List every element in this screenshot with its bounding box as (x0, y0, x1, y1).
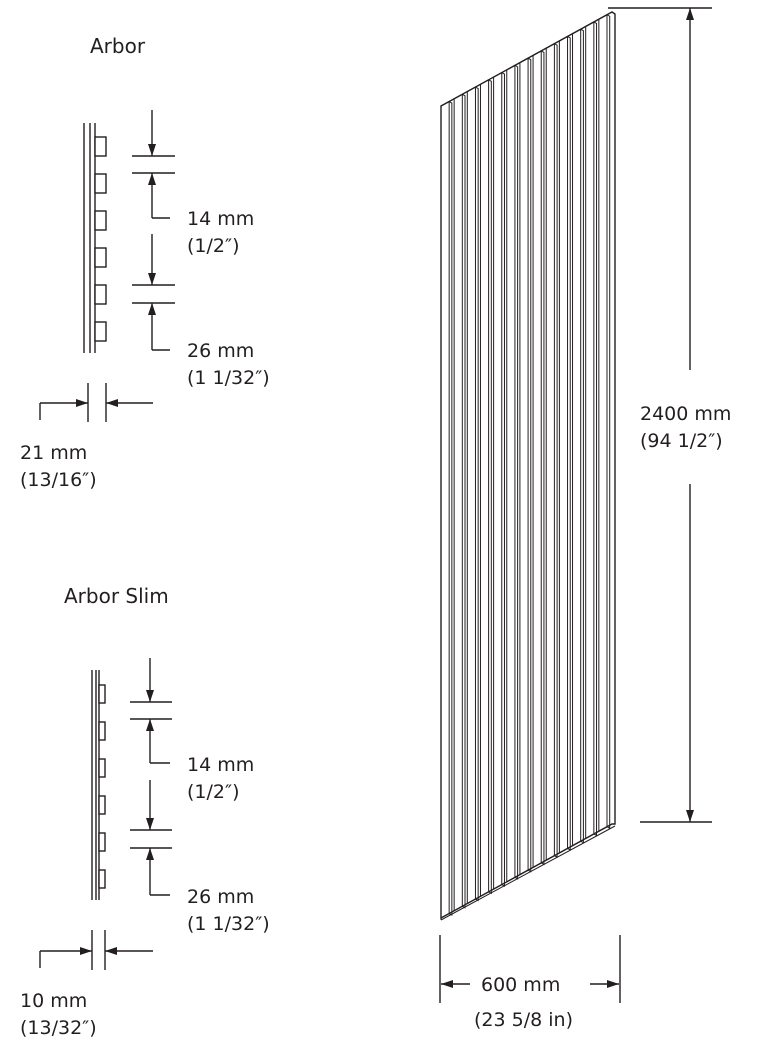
panel-height-mm: 2400 mm (640, 403, 731, 425)
panel-slat (558, 35, 571, 854)
panel-slat (493, 72, 505, 890)
arbor-slim-profile (91, 670, 106, 900)
arbor-slim-gap-mm: 14 mm (187, 754, 254, 776)
panel-slats (440, 11, 616, 921)
panel-slat (506, 64, 519, 883)
arbor-thickness-mm: 21 mm (20, 442, 87, 464)
arbor-gap-mm: 14 mm (187, 208, 254, 230)
panel-slat (585, 21, 598, 840)
arbor-slim-gap-dimension: 14 mm (1/2″) (130, 658, 254, 803)
panel-slat (598, 14, 611, 833)
arbor-slim-section: Arbor Slim 14 mm (1/2″) (20, 584, 270, 1039)
arbor-thickness-in: (13/16″) (20, 469, 97, 491)
panel-height-in: (94 1/2″) (640, 430, 723, 452)
arbor-gap-in: (1/2″) (187, 235, 240, 257)
arbor-rib-mm: 26 mm (187, 340, 254, 362)
panel-slat (479, 79, 492, 898)
panel-slat (572, 28, 584, 847)
arbor-gap-dimension: 14 mm (1/2″) (132, 110, 254, 257)
arbor-slim-gap-in: (1/2″) (187, 781, 240, 803)
arbor-slim-thickness-in: (13/32″) (20, 1017, 97, 1039)
panel-slat (440, 100, 453, 919)
arbor-slim-title: Arbor Slim (64, 584, 169, 608)
arbor-title: Arbor (90, 34, 146, 58)
panel-bottom-edge (440, 825, 616, 921)
arbor-slim-rib-dimension: 26 mm (1 1/32″) (130, 780, 270, 935)
arbor-slim-rib-in: (1 1/32″) (187, 913, 270, 935)
panel-width-mm: 600 mm (481, 974, 560, 996)
arbor-slim-thickness-mm: 10 mm (20, 990, 87, 1012)
arbor-profile (83, 123, 107, 353)
arbor-slim-thickness-dimension: 10 mm (13/32″) (20, 930, 153, 1039)
panel-slat (466, 86, 479, 905)
arbor-rib-dimension: 26 mm (1 1/32″) (132, 234, 270, 389)
panel-width-in: (23 5/8 in) (474, 1009, 573, 1031)
panel-slat (545, 43, 558, 861)
panel-isometric-view: 2400 mm (94 1/2″) 600 mm (23 5/8 in) (439, 7, 731, 1031)
panel-width-dimension: 600 mm (23 5/8 in) (439, 935, 621, 1031)
panel-slat (453, 93, 466, 912)
panel-slat (519, 57, 532, 876)
arbor-thickness-dimension: 21 mm (13/16″) (20, 383, 153, 491)
panel-height-dimension: 2400 mm (94 1/2″) (608, 7, 731, 823)
arbor-slim-rib-mm: 26 mm (187, 886, 254, 908)
panel-slat (532, 50, 545, 869)
arbor-section: Arbor 14 mm (1/2″) 26 (20, 34, 270, 491)
arbor-rib-in: (1 1/32″) (187, 367, 270, 389)
